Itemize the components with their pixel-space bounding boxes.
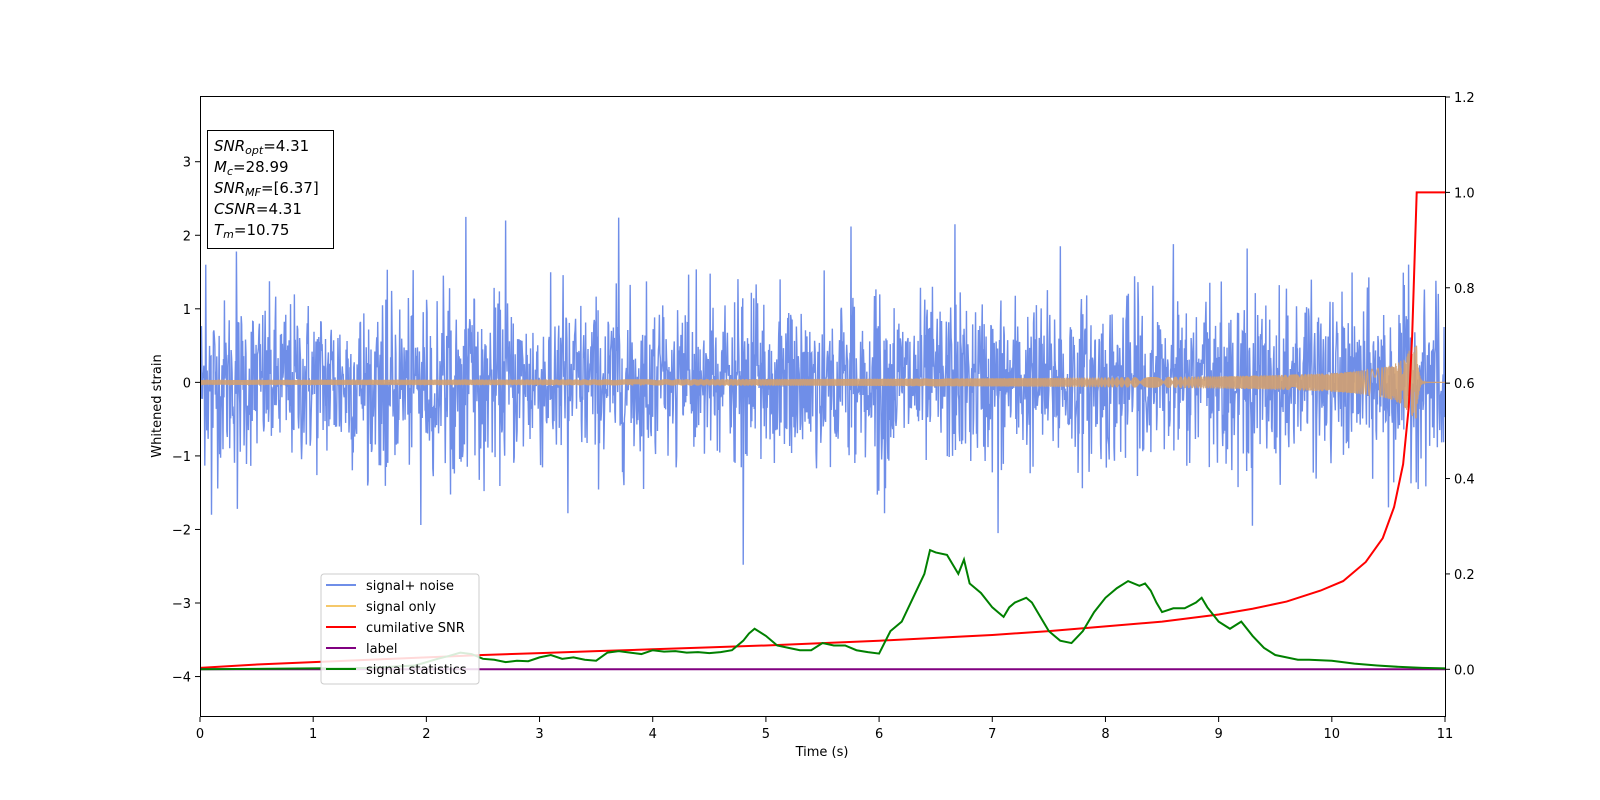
annotation-symbol: SNR [214, 179, 246, 197]
x-tick-label: 8 [1101, 727, 1109, 742]
annotation-snr-opt: SNRopt=4.31 [214, 136, 327, 157]
series-line-signal-noise [200, 216, 1445, 565]
y-right-tick-label: 0.4 [1454, 473, 1475, 488]
x-tick-label: 0 [196, 727, 204, 742]
annotation-csnr: CSNR=4.31 [214, 199, 327, 220]
annotation-value: =4.31 [263, 137, 310, 155]
x-axis: 0 1 2 3 4 5 6 7 8 9 10 11 [196, 717, 1453, 742]
y-axis-left: −4 −3 −2 −1 0 1 2 3 [172, 156, 200, 686]
annotation-symbol: SNR [214, 137, 246, 155]
annotation-box: SNRopt=4.31 Mc=28.99 SNRMF=[6.37] CSNR=4… [207, 130, 334, 249]
annotation-symbol: M [214, 158, 227, 176]
legend-label-signal-statistics: signal statistics [366, 663, 467, 678]
legend-label-signal-only: signal only [366, 600, 436, 615]
y-left-tick-label: −2 [172, 523, 191, 538]
y-left-tick-label: −4 [172, 671, 191, 686]
legend-frame [320, 573, 480, 685]
annotation-value: =[6.37] [261, 179, 319, 197]
y-left-tick-label: −1 [172, 450, 191, 465]
x-tick-label: 5 [762, 727, 770, 742]
x-tick-label: 2 [422, 727, 430, 742]
x-tick-label: 3 [535, 727, 543, 742]
x-tick-label: 9 [1214, 727, 1222, 742]
x-axis-label: Time (s) [795, 745, 849, 760]
legend-label-cumulative-snr: cumilative SNR [366, 621, 465, 636]
annotation-mc: Mc=28.99 [214, 157, 327, 178]
annotation-subscript: c [226, 165, 234, 178]
y-axis-label: Whitened strain [150, 354, 165, 457]
annotation-symbol: T [214, 221, 224, 239]
axes-frame [200, 96, 1446, 717]
annotation-subscript: MF [245, 186, 261, 199]
y-right-tick-label: 0.8 [1454, 282, 1475, 297]
y-right-tick-label: 0.6 [1454, 377, 1475, 392]
y-left-tick-label: −3 [172, 597, 191, 612]
x-tick-label: 10 [1324, 727, 1341, 742]
annotation-subscript: opt [245, 144, 264, 157]
y-left-tick-label: 3 [183, 156, 191, 171]
y-right-tick-label: 1.2 [1454, 91, 1475, 106]
y-right-tick-label: 0.0 [1454, 663, 1475, 678]
y-left-tick-label: 0 [183, 376, 191, 391]
annotation-value: =28.99 [233, 158, 289, 176]
annotation-value: =4.31 [255, 200, 302, 218]
x-tick-label: 6 [875, 727, 883, 742]
legend-label-label: label [366, 642, 397, 657]
y-right-tick-label: 1.0 [1454, 186, 1475, 201]
x-tick-label: 11 [1437, 727, 1454, 742]
x-tick-label: 1 [309, 727, 317, 742]
series-line-cumulative-snr [200, 191, 1445, 669]
annotation-symbol: CSNR [214, 200, 256, 218]
x-tick-label: 7 [988, 727, 996, 742]
y-right-tick-label: 0.2 [1454, 568, 1475, 583]
legend-label-signal-noise: signal+ noise [366, 579, 454, 594]
y-left-tick-label: 2 [183, 229, 191, 244]
series-line-signal-statistics [200, 548, 1445, 671]
annotation-tm: Tm=10.75 [214, 220, 327, 241]
y-axis-right: 0.0 0.2 0.4 0.6 0.8 1.0 1.2 [1445, 91, 1475, 678]
x-tick-label: 4 [649, 727, 657, 742]
y-left-tick-label: 1 [183, 303, 191, 318]
annotation-snr-mf: SNRMF=[6.37] [214, 178, 327, 199]
annotation-subscript: m [223, 228, 234, 241]
legend: signal+ noise signal only cumilative SNR… [320, 573, 480, 685]
annotation-value: =10.75 [233, 221, 290, 239]
series-line-signal-only [200, 345, 1445, 419]
